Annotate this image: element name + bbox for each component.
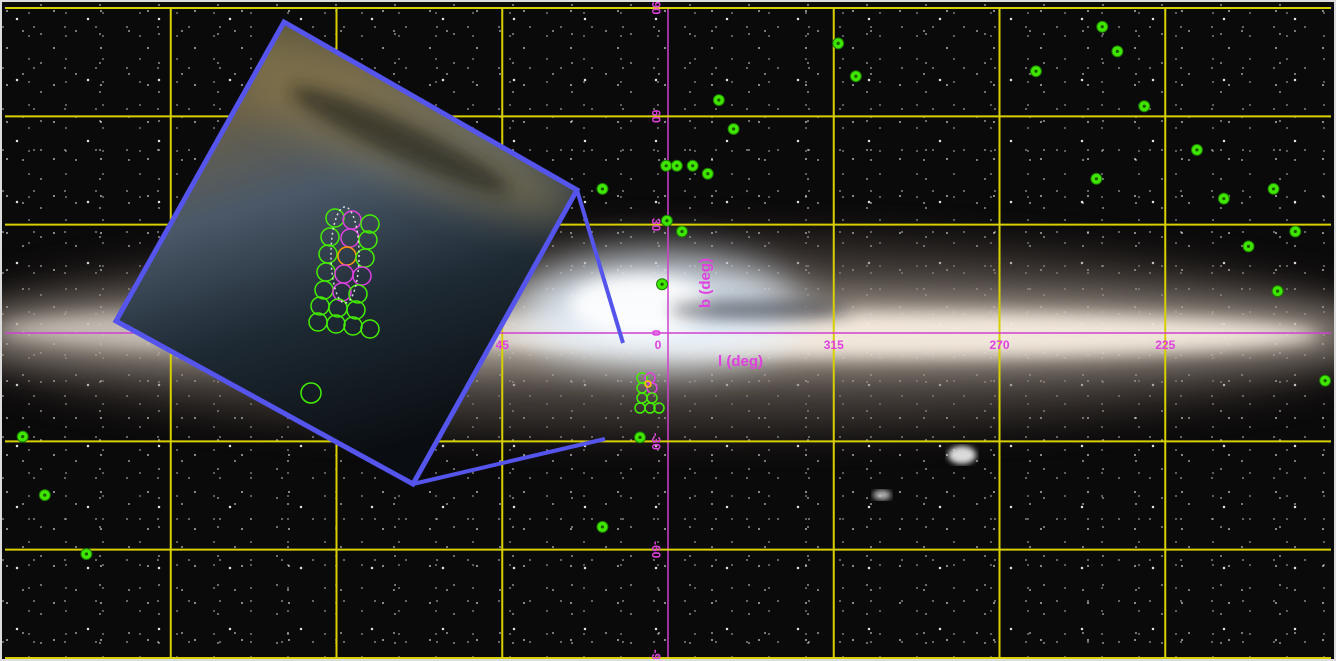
- source-marker: [596, 520, 609, 533]
- source-marker: [701, 167, 714, 180]
- source-marker: [1111, 45, 1124, 58]
- marker-core: [665, 219, 669, 223]
- x-tick-label: 315: [824, 338, 844, 352]
- marker-core: [1246, 244, 1251, 248]
- y-axis-title: b (deg): [697, 258, 714, 308]
- marker-core: [731, 127, 736, 131]
- y-tick-label: -60: [649, 541, 663, 559]
- marker-core: [1195, 148, 1199, 152]
- source-marker: [1217, 192, 1230, 205]
- source-marker: [80, 548, 93, 560]
- points: [16, 20, 1332, 560]
- source-marker: [1271, 285, 1284, 298]
- source-marker: [1289, 225, 1302, 238]
- x-tick-label: 45: [496, 338, 510, 352]
- source-marker: [1096, 20, 1109, 33]
- y-tick-label: -90: [649, 649, 663, 661]
- y-tick-label: -30: [649, 433, 663, 451]
- y-tick-label: 90: [649, 1, 663, 15]
- marker-core: [600, 187, 605, 191]
- marker-core: [1222, 197, 1226, 201]
- marker-core: [680, 229, 684, 234]
- marker-core: [1271, 187, 1276, 191]
- source-marker: [832, 37, 845, 50]
- source-marker: [686, 159, 699, 172]
- marker-core: [854, 74, 858, 78]
- marker-core: [21, 435, 25, 439]
- marker-core: [1094, 177, 1098, 181]
- marker-core: [836, 41, 840, 45]
- marker-core: [84, 552, 89, 556]
- source-marker: [634, 431, 647, 444]
- y-tick-label: 30: [649, 218, 663, 232]
- y-tick-label: 60: [649, 110, 663, 124]
- marker-core: [675, 164, 679, 168]
- source-marker: [1190, 143, 1203, 156]
- source-marker: [596, 182, 609, 195]
- marker-core: [691, 164, 695, 168]
- source-marker: [1029, 65, 1042, 78]
- marker-core: [1115, 49, 1119, 53]
- source-marker: [1267, 182, 1280, 195]
- marker-core: [1142, 104, 1146, 108]
- source-marker: [16, 430, 29, 443]
- source-marker: [660, 159, 673, 172]
- source-marker: [712, 94, 725, 107]
- marker-core: [1275, 289, 1280, 293]
- marker-core: [717, 98, 721, 102]
- marker-core: [43, 493, 47, 497]
- source-marker: [38, 489, 51, 502]
- source-marker: [849, 70, 862, 83]
- marker-core: [664, 164, 668, 168]
- marker-core: [1323, 379, 1327, 383]
- marker-core: [1293, 229, 1297, 234]
- marker-core: [638, 435, 642, 439]
- x-tick-label: 0: [655, 338, 662, 352]
- marker-core: [600, 525, 605, 529]
- source-marker: [660, 214, 673, 227]
- marker-core: [706, 172, 710, 176]
- source-marker: [670, 159, 683, 172]
- source-marker: [1138, 100, 1151, 113]
- source-marker: [656, 278, 669, 291]
- source-marker: [1319, 374, 1332, 387]
- marker-core: [660, 282, 664, 286]
- target-cluster: [634, 372, 665, 414]
- source-marker: [1242, 240, 1255, 253]
- source-marker: [675, 225, 688, 238]
- y-tick-label: 0: [649, 330, 663, 337]
- x-tick-label: 270: [989, 338, 1009, 352]
- marker-core: [1034, 69, 1038, 73]
- x-tick-label: 225: [1155, 338, 1175, 352]
- source-marker: [1090, 172, 1103, 185]
- marker-core: [1100, 25, 1104, 29]
- source-marker: [727, 122, 740, 135]
- x-axis-title: l (deg): [718, 353, 763, 370]
